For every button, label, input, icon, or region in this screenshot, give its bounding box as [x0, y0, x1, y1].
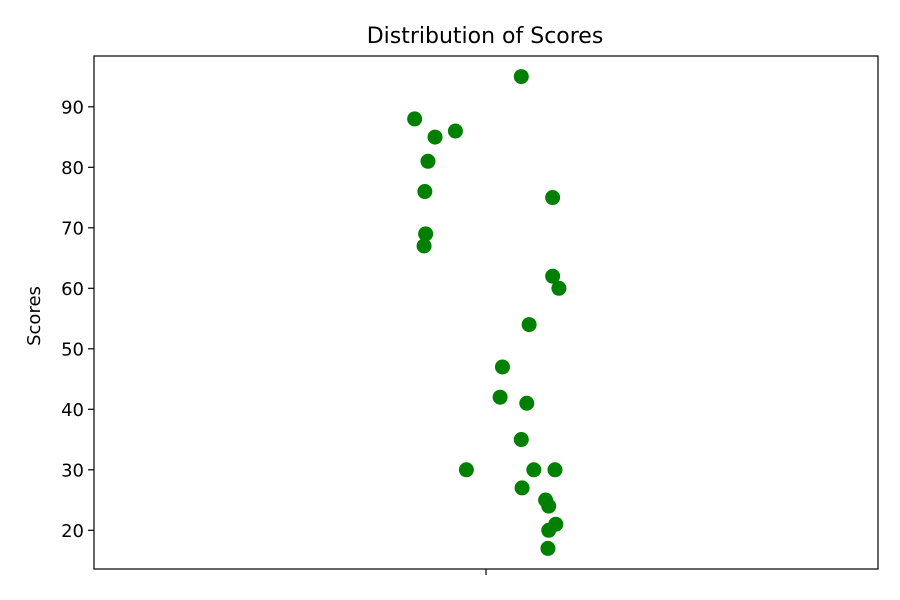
y-tick-label: 90 [61, 97, 84, 118]
data-point [540, 540, 556, 556]
data-point [547, 462, 563, 478]
y-tick-label: 50 [61, 339, 84, 360]
y-axis-ticks: 20 30 40 50 60 70 80 90 [61, 97, 94, 542]
chart-title: Distribution of Scores [367, 24, 604, 49]
data-point [427, 129, 443, 145]
data-point [494, 359, 510, 375]
data-point [416, 238, 432, 254]
data-point [417, 184, 433, 200]
data-point [513, 432, 529, 448]
y-tick-label: 70 [61, 218, 84, 239]
y-axis-label: Scores [24, 286, 45, 346]
data-point [519, 395, 535, 411]
y-tick-label: 40 [61, 400, 84, 421]
y-tick-label: 20 [61, 521, 84, 542]
data-point [545, 190, 561, 206]
data-point [513, 69, 529, 85]
y-tick-label: 80 [61, 158, 84, 179]
data-point [551, 280, 567, 296]
data-point [541, 498, 557, 514]
y-tick-label: 30 [61, 460, 84, 481]
data-point [458, 462, 474, 478]
data-point [407, 111, 423, 127]
data-point [420, 153, 436, 169]
data-point [526, 462, 542, 478]
y-tick-label: 60 [61, 279, 84, 300]
data-point [521, 317, 537, 333]
data-point [514, 480, 530, 496]
data-point [418, 226, 434, 242]
data-points [407, 69, 567, 556]
data-point [545, 268, 561, 284]
plot-area-frame [93, 55, 879, 570]
data-point [541, 522, 557, 538]
data-point [492, 389, 508, 405]
data-point [447, 123, 463, 139]
